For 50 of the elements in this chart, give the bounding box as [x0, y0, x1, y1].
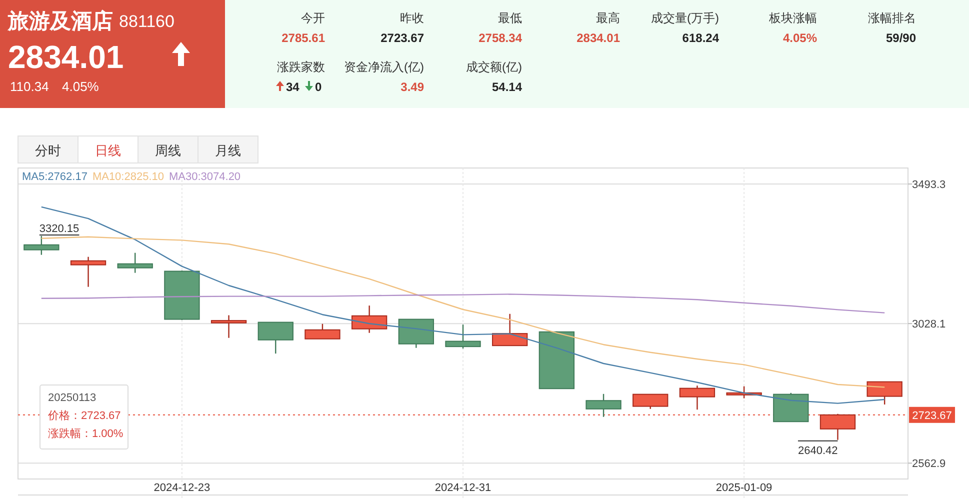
text: 资金净流入(亿) — [344, 60, 424, 74]
text: 分时 — [35, 143, 61, 158]
text: 涨跌家数 — [277, 60, 325, 74]
y-tick-label: 2562.9 — [912, 458, 946, 470]
text: 618.24 — [682, 31, 720, 45]
x-tick-label: 2024-12-23 — [154, 482, 210, 494]
text: 旅游及酒店 — [7, 9, 113, 33]
text: 0 — [315, 80, 322, 94]
text: 月线 — [215, 143, 241, 158]
text: 成交量(万手) — [651, 11, 719, 25]
text: MA5:2762.17 — [22, 171, 88, 183]
text: 成交额(亿) — [466, 60, 522, 74]
candlestick — [117, 252, 153, 274]
text: 34 — [286, 80, 300, 94]
text: 周线 — [155, 143, 181, 158]
ref-line-label: 2723.67 — [912, 410, 952, 422]
text: 板块涨幅 — [768, 11, 817, 25]
text: 110.34 — [10, 79, 49, 94]
text: 2834.01 — [576, 31, 620, 45]
text: 3.49 — [400, 80, 424, 94]
text: 4.05% — [62, 79, 100, 94]
candlestick — [70, 256, 106, 288]
y-tick-label: 3493.3 — [912, 179, 946, 191]
text: 最低 — [498, 11, 522, 25]
x-tick-label: 2025-01-09 — [716, 482, 772, 494]
text: 日线 — [95, 143, 121, 158]
x-tick-label: 2024-12-31 — [434, 482, 492, 494]
text: MA30:3074.20 — [169, 171, 241, 183]
annotation: 价格：2723.67 — [47, 410, 121, 422]
line-series — [40, 206, 886, 404]
text: 881160 — [119, 12, 174, 31]
text: 涨幅排名 — [868, 11, 916, 25]
annotation: 2640.42 — [798, 444, 838, 457]
text: 昨收 — [400, 11, 424, 25]
annotation: 涨跌幅：1.00% — [48, 428, 124, 440]
text: 2834.01 — [8, 39, 124, 75]
text: 2785.61 — [282, 31, 326, 45]
text: 最高 — [596, 11, 620, 25]
y-tick-label: 3028.1 — [912, 318, 946, 331]
annotation: 3320.15 — [39, 222, 80, 235]
candlestick — [210, 314, 247, 338]
text: 4.05% — [782, 31, 818, 45]
text: 54.14 — [492, 80, 522, 94]
line-series — [40, 294, 886, 314]
text: 59/90 — [886, 31, 916, 45]
text: MA10:2825.10 — [92, 171, 164, 183]
text: 2723.67 — [380, 31, 424, 45]
annotation: 20250113 — [48, 392, 96, 404]
text: 今开 — [301, 11, 325, 25]
text: 2758.34 — [478, 31, 522, 45]
